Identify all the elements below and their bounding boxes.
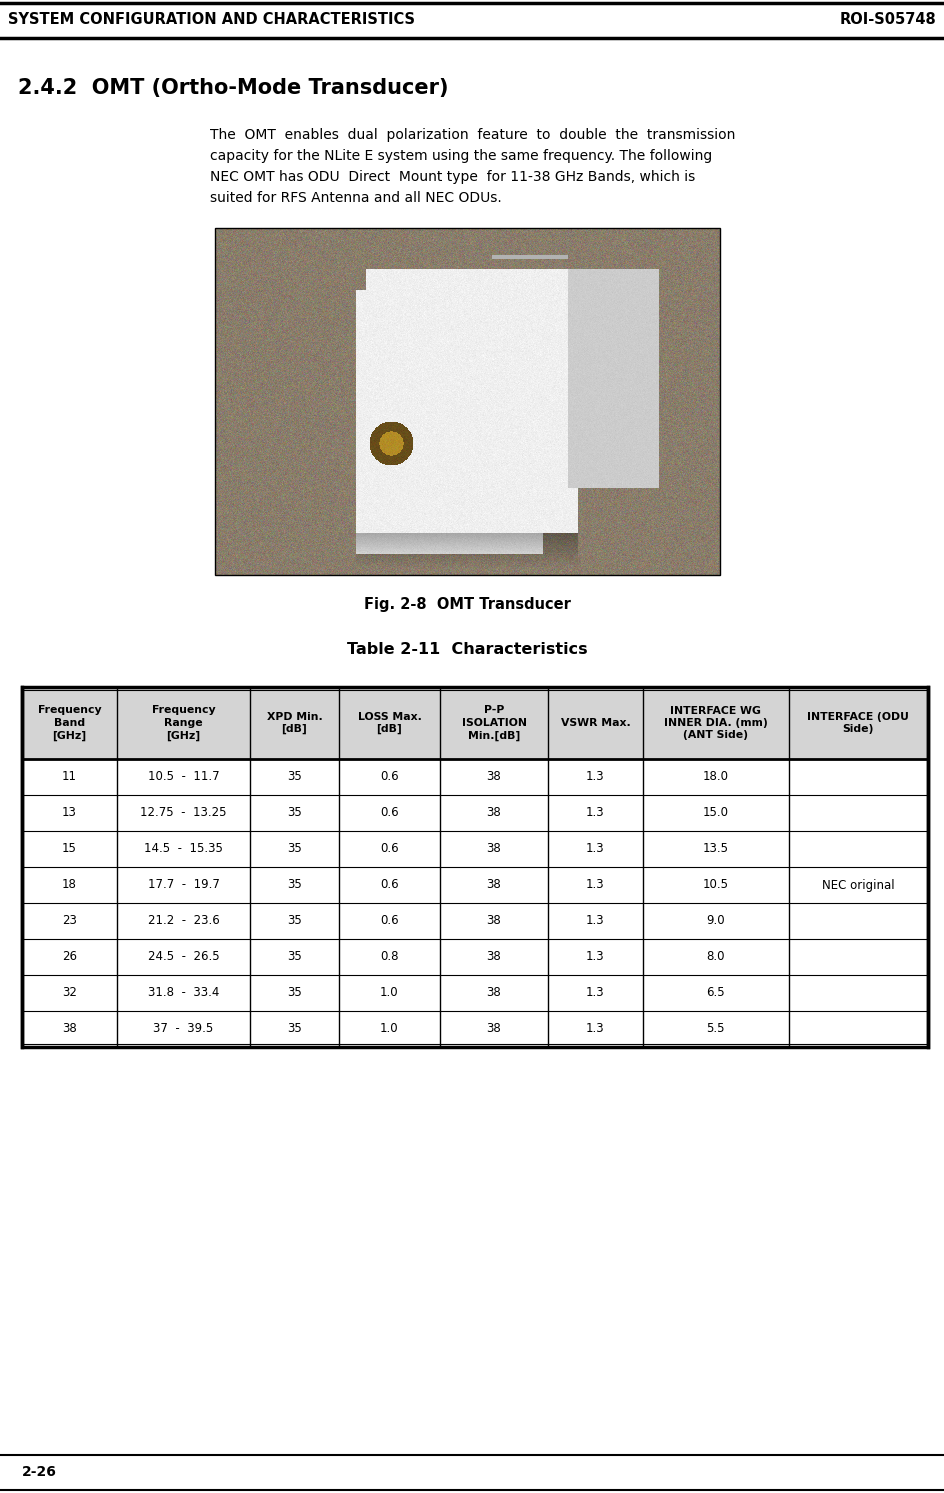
Text: 35: 35 — [287, 842, 302, 855]
Text: 35: 35 — [287, 915, 302, 927]
Text: 15.0: 15.0 — [702, 806, 729, 820]
Text: 13.5: 13.5 — [702, 842, 729, 855]
Text: 0.6: 0.6 — [380, 806, 398, 820]
Text: Frequency
Band
[GHz]: Frequency Band [GHz] — [38, 706, 101, 741]
Text: 26: 26 — [62, 951, 77, 963]
Text: Table 2-11  Characteristics: Table 2-11 Characteristics — [346, 642, 587, 657]
Text: 15: 15 — [62, 842, 77, 855]
Bar — [22, 687, 928, 758]
Text: 13: 13 — [62, 806, 77, 820]
Text: 1.3: 1.3 — [586, 770, 605, 784]
Text: 0.6: 0.6 — [380, 770, 398, 784]
Text: 38: 38 — [486, 951, 501, 963]
Text: 10.5  -  11.7: 10.5 - 11.7 — [148, 770, 219, 784]
Text: 18.0: 18.0 — [702, 770, 729, 784]
Text: 1.0: 1.0 — [380, 1023, 398, 1036]
Text: XPD Min.
[dB]: XPD Min. [dB] — [266, 712, 322, 735]
Text: P-P
ISOLATION
Min.[dB]: P-P ISOLATION Min.[dB] — [462, 706, 527, 741]
Text: 2-26: 2-26 — [22, 1466, 57, 1480]
Text: 35: 35 — [287, 951, 302, 963]
Text: VSWR Max.: VSWR Max. — [561, 718, 631, 729]
Text: 24.5  -  26.5: 24.5 - 26.5 — [148, 951, 219, 963]
Text: 35: 35 — [287, 1023, 302, 1036]
Text: 32: 32 — [62, 987, 77, 999]
Text: 9.0: 9.0 — [706, 915, 725, 927]
Text: Frequency
Range
[GHz]: Frequency Range [GHz] — [152, 706, 215, 741]
Bar — [215, 228, 720, 575]
Text: 23: 23 — [62, 915, 77, 927]
Text: 10.5: 10.5 — [702, 878, 729, 891]
Text: 38: 38 — [62, 1023, 76, 1036]
Text: 21.2  -  23.6: 21.2 - 23.6 — [147, 915, 219, 927]
Text: 1.0: 1.0 — [380, 987, 398, 999]
Text: 35: 35 — [287, 987, 302, 999]
Text: 38: 38 — [486, 915, 501, 927]
Text: 1.3: 1.3 — [586, 915, 605, 927]
Text: NEC original: NEC original — [822, 878, 895, 891]
Text: The  OMT  enables  dual  polarization  feature  to  double  the  transmission: The OMT enables dual polarization featur… — [210, 128, 735, 142]
Text: 35: 35 — [287, 770, 302, 784]
Text: SYSTEM CONFIGURATION AND CHARACTERISTICS: SYSTEM CONFIGURATION AND CHARACTERISTICS — [8, 12, 415, 27]
Text: 11: 11 — [62, 770, 77, 784]
Text: 5.5: 5.5 — [706, 1023, 725, 1036]
Text: 1.3: 1.3 — [586, 987, 605, 999]
Text: 0.6: 0.6 — [380, 915, 398, 927]
Text: 1.3: 1.3 — [586, 951, 605, 963]
Bar — [22, 687, 928, 1047]
Text: INTERFACE (ODU
Side): INTERFACE (ODU Side) — [807, 712, 909, 735]
Text: 35: 35 — [287, 878, 302, 891]
Text: capacity for the NLite E system using the same frequency. The following: capacity for the NLite E system using th… — [210, 149, 713, 163]
Text: 0.6: 0.6 — [380, 842, 398, 855]
Text: 1.3: 1.3 — [586, 806, 605, 820]
Text: 17.7  -  19.7: 17.7 - 19.7 — [147, 878, 220, 891]
Text: LOSS Max.
[dB]: LOSS Max. [dB] — [358, 712, 421, 735]
Text: ROI-S05748: ROI-S05748 — [839, 12, 936, 27]
Text: 38: 38 — [486, 1023, 501, 1036]
Text: suited for RFS Antenna and all NEC ODUs.: suited for RFS Antenna and all NEC ODUs. — [210, 191, 502, 205]
Text: 8.0: 8.0 — [706, 951, 725, 963]
Text: 1.3: 1.3 — [586, 1023, 605, 1036]
Text: Fig. 2-8  OMT Transducer: Fig. 2-8 OMT Transducer — [363, 597, 570, 612]
Text: 6.5: 6.5 — [706, 987, 725, 999]
Text: 18: 18 — [62, 878, 77, 891]
Text: 1.3: 1.3 — [586, 878, 605, 891]
Text: INTERFACE WG
INNER DIA. (mm)
(ANT Side): INTERFACE WG INNER DIA. (mm) (ANT Side) — [664, 706, 767, 741]
Text: 31.8  -  33.4: 31.8 - 33.4 — [148, 987, 219, 999]
Text: 14.5  -  15.35: 14.5 - 15.35 — [144, 842, 223, 855]
Text: 38: 38 — [486, 878, 501, 891]
Text: 38: 38 — [486, 806, 501, 820]
Text: 12.75  -  13.25: 12.75 - 13.25 — [141, 806, 227, 820]
Text: 38: 38 — [486, 770, 501, 784]
Text: 0.8: 0.8 — [380, 951, 398, 963]
Text: NEC OMT has ODU  Direct  Mount type  for 11-38 GHz Bands, which is: NEC OMT has ODU Direct Mount type for 11… — [210, 170, 695, 184]
Text: 2.4.2  OMT (Ortho-Mode Transducer): 2.4.2 OMT (Ortho-Mode Transducer) — [18, 78, 448, 99]
Text: 1.3: 1.3 — [586, 842, 605, 855]
Text: 35: 35 — [287, 806, 302, 820]
Text: 37  -  39.5: 37 - 39.5 — [154, 1023, 213, 1036]
Text: 0.6: 0.6 — [380, 878, 398, 891]
Text: 38: 38 — [486, 987, 501, 999]
Text: 38: 38 — [486, 842, 501, 855]
